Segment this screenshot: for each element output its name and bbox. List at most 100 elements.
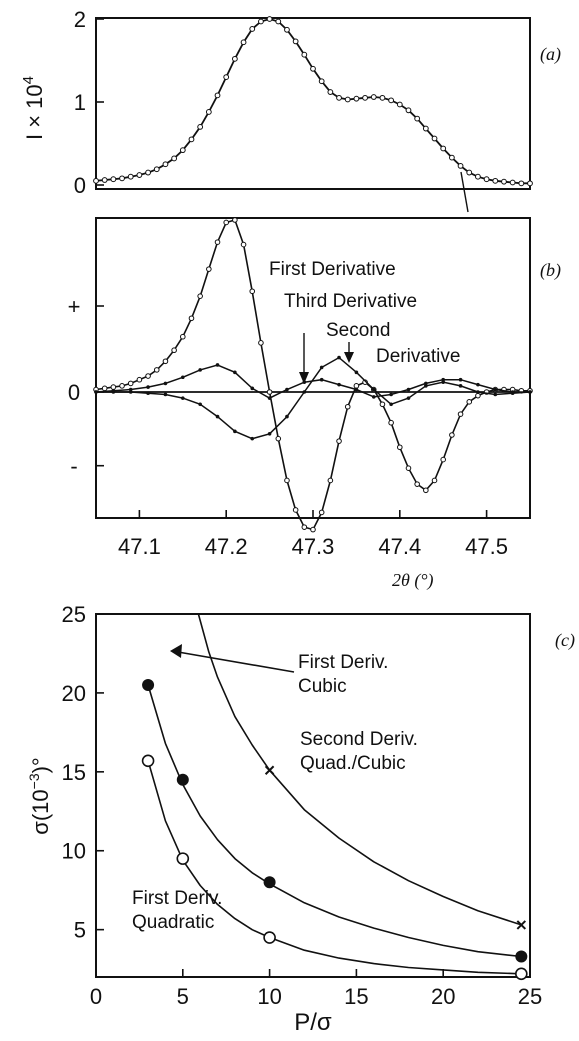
first-derivative-point [180, 333, 186, 340]
cubic-arrow-shaft [177, 651, 295, 673]
second-derivative-point [389, 402, 393, 407]
panel-c-y-axis-title: σ(10−3)° [26, 757, 53, 834]
panel-b-xtick-label-2: 47.3 [292, 534, 335, 559]
panel-a-ytick-label-0: 0 [74, 173, 86, 198]
third-derivative-point [406, 387, 411, 392]
panel-b-xtick-label-1: 47.2 [205, 534, 248, 559]
first-derivative-point [327, 477, 334, 484]
panel-c-xtick-label-5: 25 [518, 984, 542, 1009]
second-derivative-point [493, 392, 498, 397]
second-deriv-quad-cubic-point [516, 920, 527, 930]
first-derivative-point [110, 384, 117, 390]
first-deriv-quadratic-curve [147, 760, 522, 975]
second-derivative-point [476, 390, 480, 394]
panel-a-point [153, 166, 160, 173]
cubic-arrow-head [170, 644, 182, 658]
second-derivative-point [285, 414, 289, 419]
panel-b-xtick-label-3: 47.4 [378, 534, 421, 559]
panel-a-ytick-label-1: 1 [74, 90, 86, 115]
third-derivative-point [267, 396, 272, 400]
first-derivative-point [206, 266, 212, 272]
panel-a-point [327, 89, 334, 95]
second-derivative-point [215, 414, 220, 419]
third-derivative-point [424, 381, 428, 386]
second-derivative-point [319, 365, 324, 370]
first-derivative-point [431, 477, 438, 484]
panel-a-point [396, 101, 403, 108]
third-derivative-point [493, 387, 498, 392]
panel-a-point [231, 55, 238, 62]
panel-a-y-axis-title: I × 104 [20, 76, 47, 140]
panel-a-point [127, 173, 134, 180]
panel-a-point [362, 94, 368, 101]
third-derivative-point [371, 395, 376, 399]
panel-a-frame [95, 17, 531, 190]
panel-a-point [440, 145, 447, 152]
panel-a-point [353, 95, 360, 102]
third-derivative-point [458, 377, 463, 382]
panel-a-point [344, 96, 351, 103]
third-derivative-point [250, 386, 255, 391]
panel-a-point [483, 176, 490, 183]
first-derivative-point [318, 509, 325, 516]
panel-a-ylabel: I × 10 [22, 84, 47, 140]
second-derivative-arrow [344, 342, 354, 363]
panel-a-point [310, 65, 316, 72]
annotation-third-derivative: Third Derivative [284, 291, 417, 312]
second-derivative-point [267, 431, 272, 436]
panel-a-point [457, 163, 464, 169]
panel-a-intensity-line [95, 18, 530, 185]
first-derivative-point [275, 435, 282, 442]
third-derivative-point [510, 390, 515, 394]
annotation-first-derivative: First Derivative [269, 259, 396, 280]
panel-b-ytick-label-0: + [68, 294, 81, 319]
panel-a-point [518, 180, 525, 187]
third-derivative-point [319, 377, 324, 382]
panel-a-point [405, 107, 412, 114]
third-derivative-point [233, 370, 237, 375]
panel-b-xlabel: 2θ (°) [392, 570, 434, 591]
first-derivative-point [145, 373, 151, 379]
panel-c-ylabel: σ(10 [28, 789, 53, 834]
panel-c-ytick-label-0: 5 [74, 918, 86, 943]
third-derivative-point [389, 392, 393, 397]
first-derivative-point [379, 401, 386, 408]
panel-a-point [318, 78, 325, 85]
panel-a: 0 1 2 (a) I × 104 [20, 7, 561, 213]
second-derivative-point [163, 392, 168, 397]
panel-c: 5 10 15 20 25 0 5 10 15 20 25 (c) First Deriv. Cu… [26, 602, 575, 1036]
second-derivative-point [302, 390, 307, 394]
third-derivative-point [181, 375, 185, 380]
panel-a-point [188, 136, 195, 143]
first-derivative-point [223, 219, 229, 226]
panel-b-ytick-label-2: - [70, 454, 77, 479]
label-quad-line2: Quadratic [132, 912, 214, 933]
first-derivative-point [336, 438, 342, 444]
panel-a-point [162, 161, 169, 168]
panel-a-ytick-label-2: 2 [74, 7, 86, 32]
first-derivative-point [440, 456, 447, 463]
third-derivative-point [198, 368, 202, 372]
panel-a-point [197, 124, 204, 130]
first-derivative-point [284, 477, 290, 484]
panel-b-ytick-label-1: 0 [68, 380, 80, 405]
panel-a-point [422, 125, 429, 132]
svg-text:σ(10−3)°: σ(10−3)° [26, 757, 53, 834]
panel-a-point [527, 180, 533, 187]
first-derivative-point [162, 358, 169, 365]
third-derivative-line [95, 364, 530, 399]
panel-a-point [223, 74, 230, 80]
panel-c-xtick-label-0: 0 [90, 984, 102, 1009]
panel-a-point [492, 177, 499, 184]
panel-a-point [388, 97, 395, 104]
panel-a-point [301, 51, 308, 58]
third-derivative-point [285, 387, 289, 392]
first-derivative-point [171, 347, 177, 354]
panel-a-point [275, 18, 282, 25]
second-derivative-point [371, 387, 376, 392]
third-derivative-point [163, 381, 168, 386]
label-second-line1: Second Deriv. [300, 729, 418, 750]
panel-a-point [509, 179, 516, 186]
first-deriv-cubic-point [263, 876, 276, 889]
